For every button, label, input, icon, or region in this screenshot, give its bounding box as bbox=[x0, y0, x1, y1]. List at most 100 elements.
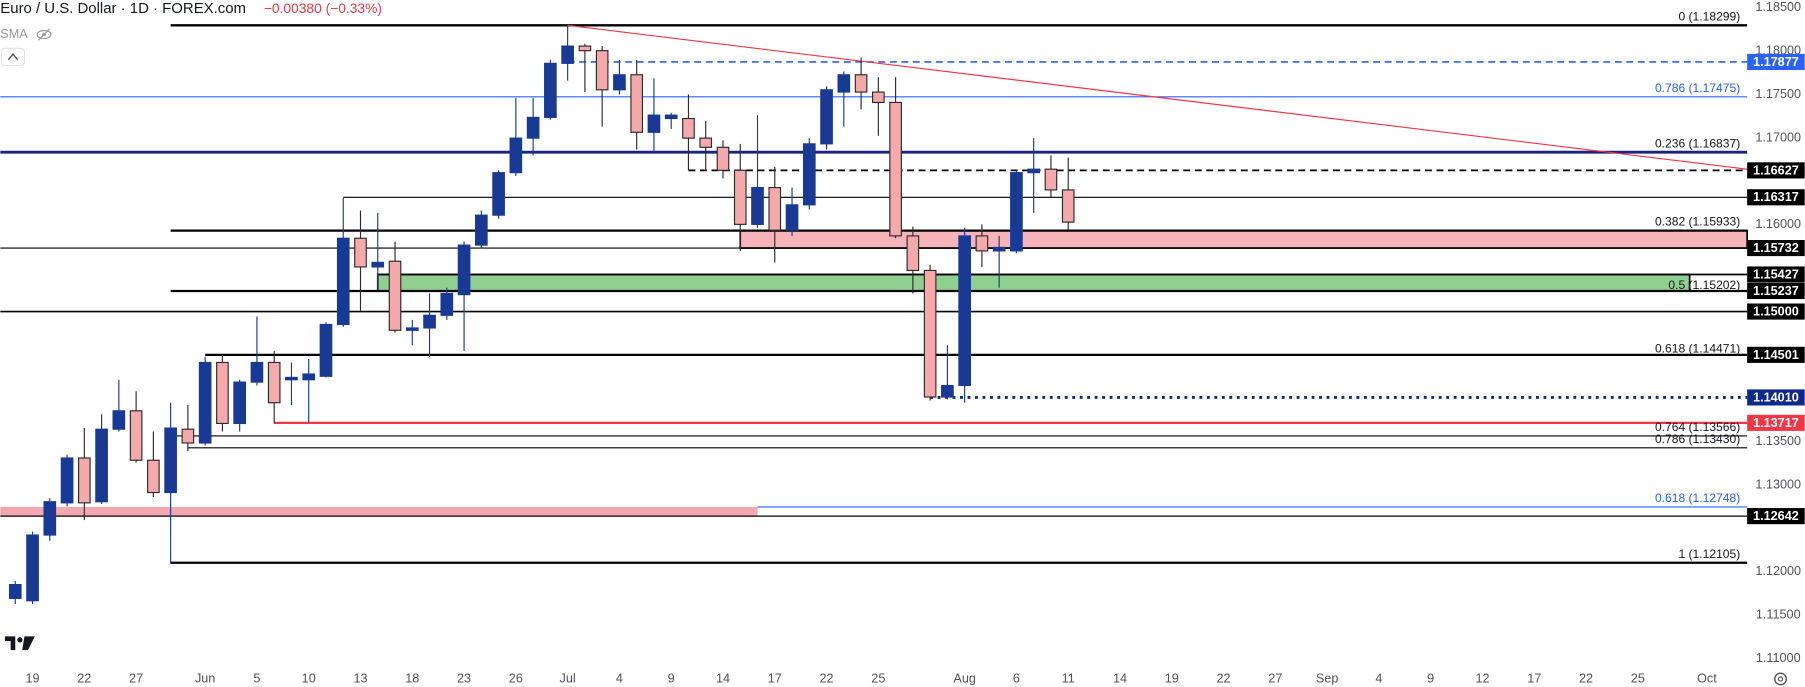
y-tick-label: 1.17000 bbox=[1755, 130, 1801, 144]
y-tick-label: 1.13000 bbox=[1755, 477, 1801, 491]
price-tag bbox=[1747, 303, 1805, 320]
price-tag-label: 1.14501 bbox=[1753, 348, 1799, 362]
candle-body bbox=[906, 235, 920, 272]
candle-body bbox=[820, 89, 833, 145]
candle-body bbox=[285, 376, 298, 381]
price-tag bbox=[1747, 346, 1805, 363]
candle-body bbox=[354, 237, 367, 268]
x-tick-label: 22 bbox=[1217, 671, 1231, 685]
candle-body bbox=[699, 137, 713, 148]
candle-body bbox=[613, 74, 626, 91]
x-tick-label: Sep bbox=[1316, 671, 1338, 685]
price-tag bbox=[1747, 389, 1805, 406]
price-tag bbox=[1747, 508, 1805, 525]
y-tick-label: 1.16000 bbox=[1755, 217, 1801, 231]
zone bbox=[376, 273, 1691, 292]
candle-body bbox=[371, 261, 385, 268]
candle-body bbox=[198, 361, 212, 444]
logo bbox=[4, 636, 35, 651]
y-tick-label: 1.11000 bbox=[1756, 651, 1801, 665]
candle-body bbox=[423, 314, 436, 329]
candle-body bbox=[975, 235, 989, 252]
price-tag-label: 1.13717 bbox=[1753, 416, 1799, 430]
candle-body bbox=[492, 172, 505, 216]
price-tag bbox=[1747, 162, 1805, 179]
price-tag-label: 1.15427 bbox=[1753, 267, 1799, 281]
candle-body bbox=[682, 117, 695, 139]
trend-line bbox=[567, 24, 1748, 170]
price-tag-label: 1.15237 bbox=[1753, 284, 1799, 298]
candle-body bbox=[405, 327, 419, 331]
price-tag-label: 1.16317 bbox=[1753, 190, 1799, 204]
price-tag-label: 1.17877 bbox=[1753, 55, 1799, 69]
candle-body bbox=[336, 237, 350, 326]
x-tick-label: 23 bbox=[457, 671, 471, 685]
candle-body bbox=[457, 244, 471, 296]
candle-body bbox=[1010, 172, 1023, 252]
candle-body bbox=[992, 246, 1006, 252]
fib-label: 0.786 (1.13430) bbox=[1655, 432, 1740, 446]
candle-body bbox=[630, 74, 644, 133]
plot-area: 0 (1.18299) 0.786 (1.17475) 0.236 (1.16837… bbox=[0, 9, 1749, 605]
x-tick-label: 25 bbox=[1631, 671, 1645, 685]
candle-body bbox=[664, 114, 678, 120]
candle-body bbox=[958, 235, 971, 387]
fib-label: 0.5 (1.15202) bbox=[1668, 278, 1740, 292]
x-tick-label: 22 bbox=[820, 671, 834, 685]
x-tick-label: 26 bbox=[509, 671, 523, 685]
x-tick-label: Jun bbox=[195, 671, 215, 685]
candle-body bbox=[941, 384, 954, 398]
x-tick-label: 19 bbox=[26, 671, 40, 685]
candle-body bbox=[578, 45, 592, 52]
candle-body bbox=[509, 137, 523, 174]
candle-body bbox=[526, 116, 540, 139]
x-tick-label: 9 bbox=[1427, 671, 1434, 685]
price-change: −0.00380 (−0.33%) bbox=[264, 1, 382, 16]
candle-body bbox=[768, 186, 782, 231]
candle-body bbox=[544, 62, 557, 118]
candle-body bbox=[77, 457, 91, 504]
candle-body bbox=[267, 361, 281, 404]
candle-body bbox=[147, 459, 160, 494]
candle-body bbox=[250, 361, 264, 383]
indicator-name: SMA bbox=[0, 27, 28, 41]
price-axis: 1.185001.180001.175001.170001.160001.135… bbox=[26, 0, 1805, 685]
x-tick-label: 25 bbox=[871, 671, 885, 685]
candle-body bbox=[854, 74, 868, 93]
x-tick-label: 22 bbox=[77, 671, 91, 685]
fib-label: 0.764 (1.13566) bbox=[1655, 420, 1740, 434]
x-tick-label: 14 bbox=[716, 671, 730, 685]
candle-body bbox=[647, 114, 661, 133]
candle-body bbox=[60, 457, 74, 504]
fib-label: 1 (1.12105) bbox=[1678, 547, 1740, 561]
candle-body bbox=[751, 186, 764, 225]
price-tag-label: 1.15000 bbox=[1753, 304, 1799, 318]
price-tag-label: 1.15732 bbox=[1753, 241, 1799, 255]
price-tag bbox=[1747, 266, 1805, 283]
x-tick-label: 6 bbox=[1013, 671, 1020, 685]
settings-icon[interactable] bbox=[1774, 672, 1787, 686]
x-tick-label: 11 bbox=[1062, 671, 1075, 685]
x-tick-label: Jul bbox=[560, 671, 576, 685]
y-tick-label: 1.17500 bbox=[1755, 87, 1801, 101]
fib-label: 0 (1.18299) bbox=[1678, 9, 1740, 23]
candle-body bbox=[388, 260, 402, 331]
fib-label: 0.618 (1.14471) bbox=[1655, 342, 1740, 356]
y-tick-label: 1.13500 bbox=[1755, 434, 1801, 448]
x-tick-label: 22 bbox=[1579, 671, 1593, 685]
y-tick-label: 1.11500 bbox=[1756, 608, 1801, 622]
x-tick-label: Oct bbox=[1697, 671, 1717, 685]
x-tick-label: 4 bbox=[1375, 671, 1382, 685]
candle-body bbox=[802, 143, 816, 206]
candle-body bbox=[440, 292, 454, 316]
collapse-button[interactable] bbox=[0, 47, 26, 67]
candle-body bbox=[733, 169, 747, 225]
candle-body bbox=[216, 361, 229, 425]
candle-body bbox=[8, 584, 22, 599]
candle-body bbox=[595, 50, 609, 91]
x-tick-label: 10 bbox=[302, 671, 316, 685]
x-tick-label: 12 bbox=[1475, 671, 1489, 685]
visibility-icon[interactable] bbox=[36, 28, 52, 41]
